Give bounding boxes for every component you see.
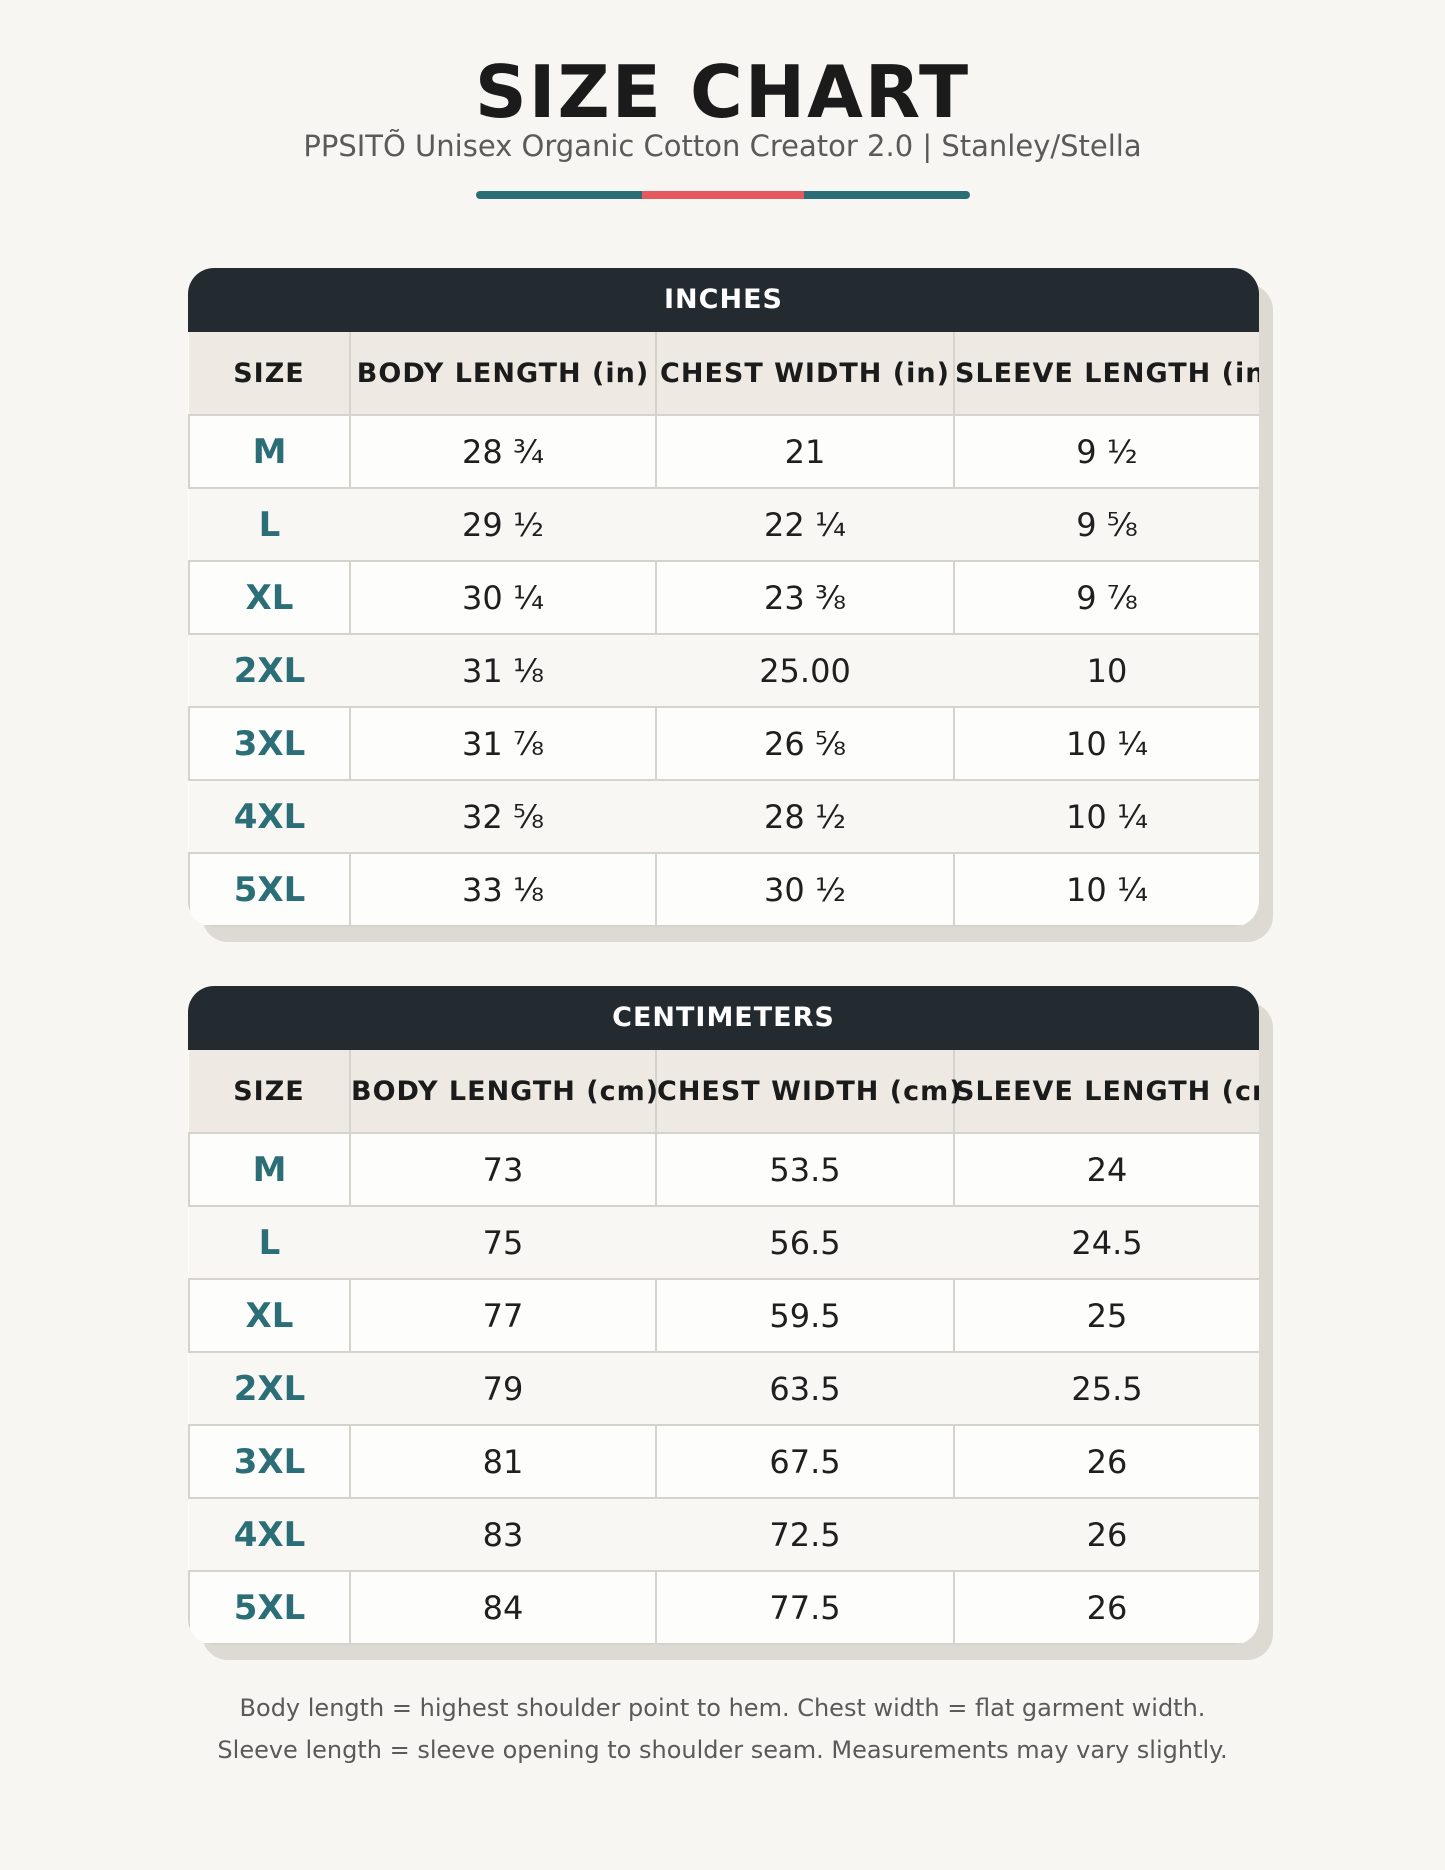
table-cell: 26 bbox=[954, 1498, 1259, 1572]
table-cell: 25.00 bbox=[656, 634, 954, 708]
table-cell: 28 ½ bbox=[656, 780, 954, 854]
table-row: 3XL 81 67.5 26 bbox=[188, 1425, 1259, 1499]
header-body-length: BODY LENGTH (in) bbox=[350, 332, 657, 416]
footnote-line-1: Body length = highest shoulder point to … bbox=[239, 1694, 1206, 1722]
page-subtitle: PPSITÕ Unisex Organic Cotton Creator 2.0… bbox=[303, 129, 1142, 163]
header-sleeve-length: SLEEVE LENGTH (cm) bbox=[954, 1050, 1259, 1134]
table-row: 2XL 31 ⅛ 25.00 10 bbox=[189, 634, 1259, 708]
table-row: 2XL 79 63.5 25.5 bbox=[189, 1352, 1259, 1426]
table-cell: 26 bbox=[953, 1425, 1259, 1499]
table-cell: 73 bbox=[349, 1133, 657, 1207]
table-cell: 79 bbox=[350, 1352, 656, 1426]
size-cell: 4XL bbox=[189, 780, 350, 854]
table-cell: 22 ¼ bbox=[656, 488, 954, 562]
table-cell: 63.5 bbox=[656, 1352, 954, 1426]
inches-band: INCHES bbox=[188, 268, 1259, 332]
table-cell: 77 bbox=[349, 1279, 657, 1353]
inches-header-row: SIZE BODY LENGTH (in) CHEST WIDTH (in) S… bbox=[189, 332, 1259, 416]
table-cell: 9 ⅝ bbox=[954, 488, 1259, 562]
centimeters-band: CENTIMETERS bbox=[188, 986, 1259, 1050]
table-row: 4XL 32 ⅝ 28 ½ 10 ¼ bbox=[189, 780, 1259, 854]
table-cell: 10 bbox=[954, 634, 1259, 708]
size-cell: XL bbox=[188, 561, 351, 635]
centimeters-header-row: SIZE BODY LENGTH (cm) CHEST WIDTH (cm) S… bbox=[189, 1050, 1259, 1134]
table-cell: 25.5 bbox=[954, 1352, 1259, 1426]
table-cell: 75 bbox=[350, 1206, 656, 1280]
table-cell: 30 ¼ bbox=[349, 561, 657, 635]
table-cell: 83 bbox=[350, 1498, 656, 1572]
table-row: 4XL 83 72.5 26 bbox=[189, 1498, 1259, 1572]
header-size: SIZE bbox=[189, 332, 351, 416]
table-cell: 9 ⅞ bbox=[953, 561, 1259, 635]
table-cell: 29 ½ bbox=[350, 488, 656, 562]
table-cell: 9 ½ bbox=[953, 415, 1259, 489]
title-divider-right bbox=[800, 191, 970, 199]
table-row: M 73 53.5 24 bbox=[188, 1133, 1259, 1207]
table-row: 3XL 31 ⅞ 26 ⅝ 10 ¼ bbox=[188, 707, 1259, 781]
size-cell: 2XL bbox=[189, 1352, 350, 1426]
table-cell: 23 ⅜ bbox=[655, 561, 955, 635]
title-divider-accent bbox=[642, 191, 804, 199]
table-row: 5XL 33 ⅛ 30 ½ 10 ¼ bbox=[188, 853, 1259, 927]
table-cell: 72.5 bbox=[656, 1498, 954, 1572]
size-cell: L bbox=[189, 1206, 350, 1280]
table-cell: 26 ⅝ bbox=[655, 707, 955, 781]
header-chest-width: CHEST WIDTH (in) bbox=[656, 332, 955, 416]
table-cell: 59.5 bbox=[655, 1279, 955, 1353]
table-cell: 31 ⅞ bbox=[349, 707, 657, 781]
table-cell: 77.5 bbox=[655, 1571, 955, 1645]
table-cell: 10 ¼ bbox=[954, 780, 1259, 854]
table-cell: 10 ¼ bbox=[953, 707, 1259, 781]
size-cell: M bbox=[188, 1133, 351, 1207]
header-size: SIZE bbox=[189, 1050, 351, 1134]
centimeters-table-card: CENTIMETERS SIZE BODY LENGTH (cm) CHEST … bbox=[188, 986, 1259, 1645]
size-cell: M bbox=[188, 415, 351, 489]
size-cell: 5XL bbox=[188, 853, 351, 927]
header-chest-width: CHEST WIDTH (cm) bbox=[656, 1050, 962, 1134]
inches-table-card: INCHES SIZE BODY LENGTH (in) CHEST WIDTH… bbox=[188, 268, 1259, 927]
table-cell: 67.5 bbox=[655, 1425, 955, 1499]
table-row: L 29 ½ 22 ¼ 9 ⅝ bbox=[189, 488, 1259, 562]
size-cell: XL bbox=[188, 1279, 351, 1353]
table-cell: 31 ⅛ bbox=[350, 634, 656, 708]
table-row: 5XL 84 77.5 26 bbox=[188, 1571, 1259, 1645]
size-cell: 3XL bbox=[188, 707, 351, 781]
table-cell: 25 bbox=[953, 1279, 1259, 1353]
page-title: SIZE CHART bbox=[474, 50, 971, 134]
table-cell: 32 ⅝ bbox=[350, 780, 656, 854]
footnote-line-2: Sleeve length = sleeve opening to should… bbox=[217, 1736, 1228, 1764]
table-row: XL 77 59.5 25 bbox=[188, 1279, 1259, 1353]
table-cell: 21 bbox=[655, 415, 955, 489]
table-cell: 28 ¾ bbox=[349, 415, 657, 489]
size-cell: 3XL bbox=[188, 1425, 351, 1499]
table-cell: 84 bbox=[349, 1571, 657, 1645]
header-body-length: BODY LENGTH (cm) bbox=[350, 1050, 658, 1134]
table-row: XL 30 ¼ 23 ⅜ 9 ⅞ bbox=[188, 561, 1259, 635]
size-cell: L bbox=[189, 488, 350, 562]
table-cell: 24 bbox=[953, 1133, 1259, 1207]
size-cell: 4XL bbox=[189, 1498, 350, 1572]
table-cell: 56.5 bbox=[656, 1206, 954, 1280]
header-sleeve-length: SLEEVE LENGTH (in) bbox=[954, 332, 1259, 416]
table-cell: 26 bbox=[953, 1571, 1259, 1645]
table-row: M 28 ¾ 21 9 ½ bbox=[188, 415, 1259, 489]
title-divider-left bbox=[476, 191, 646, 199]
size-cell: 2XL bbox=[189, 634, 350, 708]
table-cell: 53.5 bbox=[655, 1133, 955, 1207]
table-cell: 10 ¼ bbox=[953, 853, 1259, 927]
table-cell: 33 ⅛ bbox=[349, 853, 657, 927]
table-row: L 75 56.5 24.5 bbox=[189, 1206, 1259, 1280]
table-cell: 81 bbox=[349, 1425, 657, 1499]
table-cell: 24.5 bbox=[954, 1206, 1259, 1280]
inches-table: SIZE BODY LENGTH (in) CHEST WIDTH (in) S… bbox=[188, 332, 1259, 927]
table-cell: 30 ½ bbox=[655, 853, 955, 927]
size-cell: 5XL bbox=[188, 1571, 351, 1645]
centimeters-table: SIZE BODY LENGTH (cm) CHEST WIDTH (cm) S… bbox=[188, 1050, 1259, 1645]
